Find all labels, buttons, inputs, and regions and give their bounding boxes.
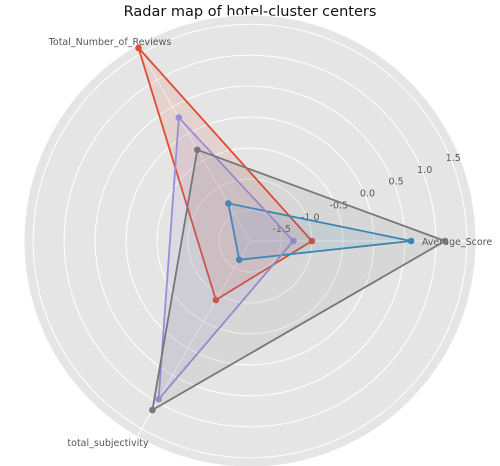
series-3 bbox=[149, 146, 449, 414]
data-point bbox=[407, 237, 415, 245]
data-point bbox=[290, 237, 297, 245]
series-polygon bbox=[157, 116, 295, 401]
data-point bbox=[155, 396, 162, 403]
radial-tick-label: 0.0 bbox=[360, 189, 375, 200]
chart-title: Radar map of hotel-cluster centers bbox=[123, 4, 377, 20]
radial-tick-label: 1.5 bbox=[446, 153, 461, 164]
axis-label-total-subjectivity: total_subjectivity bbox=[67, 438, 149, 449]
series-0 bbox=[135, 44, 316, 304]
data-point bbox=[135, 44, 142, 52]
series bbox=[135, 44, 449, 414]
data-point bbox=[149, 406, 156, 414]
radial-tick-label: -0.5 bbox=[330, 200, 349, 211]
data-point bbox=[441, 237, 449, 245]
data-point bbox=[225, 200, 232, 207]
radial-tick-label: -1.0 bbox=[301, 212, 320, 223]
series-polygon bbox=[227, 202, 413, 261]
axis-label-average-score: Average_Score bbox=[422, 237, 493, 248]
series-1 bbox=[225, 200, 415, 264]
data-point bbox=[175, 114, 183, 121]
radial-tick-label: 1.0 bbox=[417, 165, 432, 176]
series-2 bbox=[155, 114, 297, 403]
data-point bbox=[212, 296, 220, 304]
radial-tick-labels: -1.5 -1.0 -0.5 0.0 0.5 1.0 1.5 bbox=[272, 153, 461, 235]
data-point bbox=[194, 146, 201, 154]
grid-spoke-2 bbox=[136, 240, 251, 437]
grid-spoke-1 bbox=[136, 45, 251, 242]
axis-labels: Average_Score Total_Number_of_Reviewstota… bbox=[48, 37, 493, 449]
axis-label-total-number-of-reviews: Total_Number_of_Reviews bbox=[48, 37, 172, 48]
radial-tick-label: -1.5 bbox=[272, 224, 291, 235]
data-point bbox=[308, 237, 316, 245]
radial-tick-label: 0.5 bbox=[389, 177, 404, 188]
data-point bbox=[235, 256, 243, 264]
series-polygon bbox=[137, 47, 313, 301]
series-polygon bbox=[151, 148, 447, 411]
